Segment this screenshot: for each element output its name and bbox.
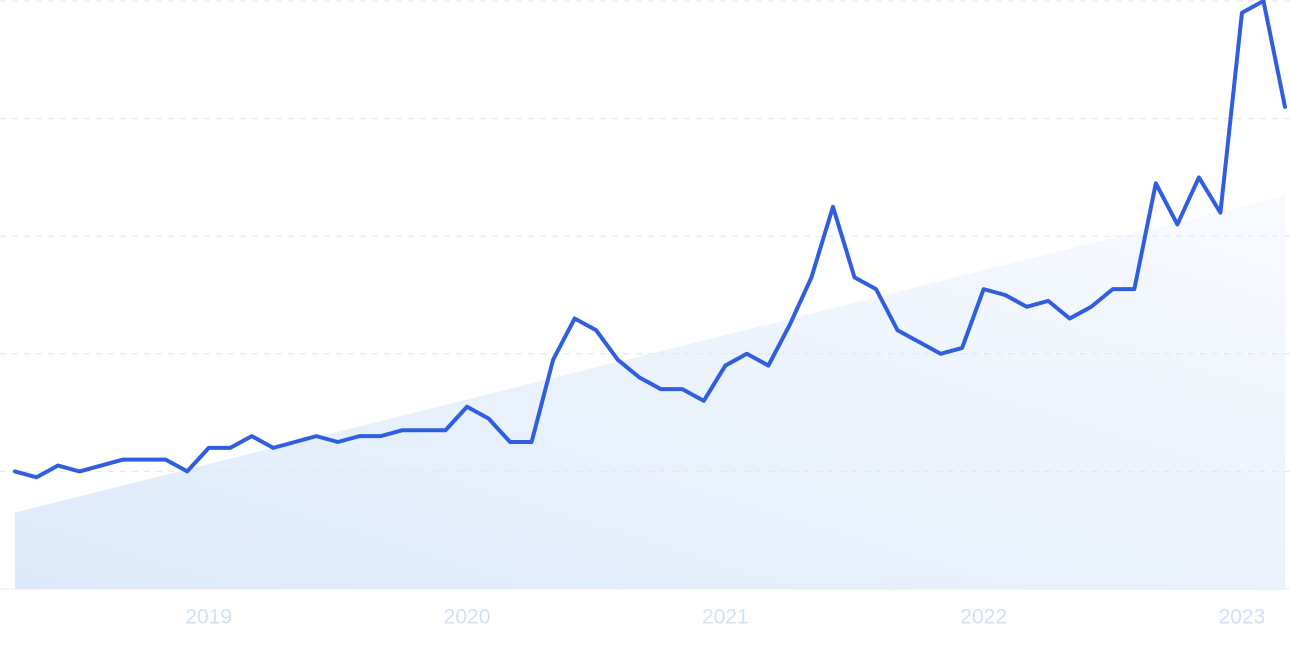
x-tick-label: 2023	[1219, 606, 1266, 629]
trend-area	[15, 195, 1285, 590]
x-tick-label: 2021	[702, 606, 749, 629]
x-tick-label: 2019	[185, 606, 232, 629]
trend-line	[13, 0, 1287, 480]
x-tick-label: 2020	[444, 606, 491, 629]
x-tick-label: 2022	[960, 606, 1007, 629]
